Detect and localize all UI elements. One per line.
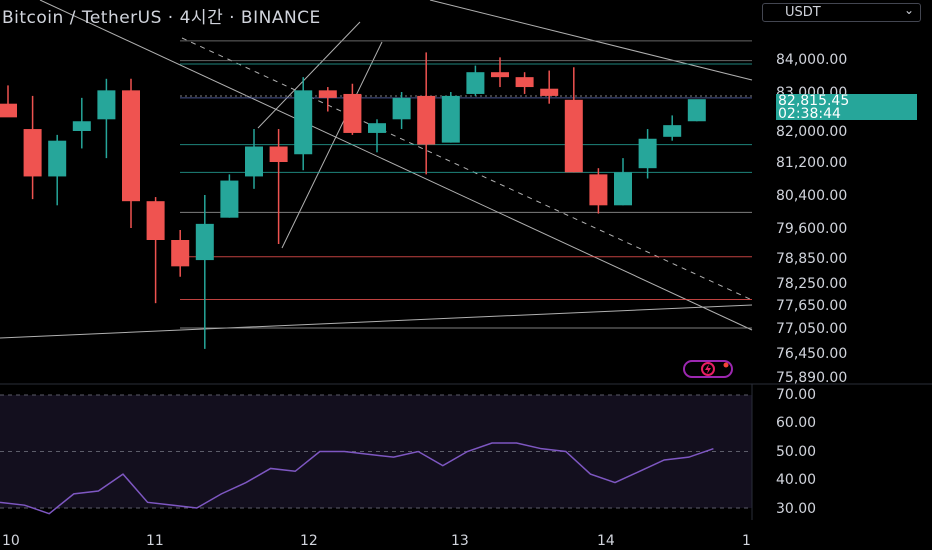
candle-body	[0, 103, 17, 118]
currency-button[interactable]: USDT ⌄	[762, 3, 921, 22]
trendline	[257, 21, 361, 129]
candle-body	[638, 138, 657, 169]
y-tick-label: 77,050.00	[776, 321, 847, 337]
candle-body	[245, 146, 263, 177]
candle-body	[23, 129, 42, 177]
last-price-tag: 82,815.45 02:38:44	[776, 93, 917, 122]
x-tick-label: 14	[597, 533, 615, 549]
y-tick-label: 77,650.00	[776, 298, 847, 314]
x-tick-label: 10	[2, 533, 20, 549]
currency-label: USDT	[785, 5, 821, 20]
candle-body	[122, 90, 140, 202]
y-tick-label: 78,850.00	[776, 251, 847, 267]
candle-body	[614, 172, 632, 206]
rsi-y-tick-label: 50.00	[776, 444, 816, 460]
candle-body	[146, 201, 165, 240]
last-price-value: 82,815.45	[778, 93, 850, 109]
candle-body	[368, 123, 386, 133]
candle-body	[441, 95, 460, 143]
candle-body	[294, 90, 313, 155]
rsi-y-tick-label: 40.00	[776, 472, 816, 488]
trendline	[0, 304, 753, 339]
y-tick-label: 78,250.00	[776, 276, 847, 292]
candle-body	[417, 95, 436, 145]
rsi-y-tick-label: 30.00	[776, 501, 816, 517]
rsi-y-tick-label: 70.00	[776, 387, 816, 403]
candle-body	[540, 88, 559, 96]
candle-body	[72, 121, 91, 131]
y-tick-label: 81,200.00	[776, 155, 847, 171]
candle-body	[515, 77, 534, 88]
candle-body	[195, 223, 214, 261]
candle-body	[466, 72, 485, 94]
candle-body	[171, 240, 190, 267]
y-tick-label: 75,890.00	[776, 370, 847, 386]
candle-body	[564, 99, 583, 173]
candle-body	[687, 99, 706, 122]
bar-countdown: 02:38:44	[778, 106, 841, 122]
candle-body	[220, 180, 239, 218]
y-tick-label: 84,000.00	[776, 52, 847, 68]
chevron-down-icon: ⌄	[903, 3, 914, 17]
x-tick-label: 11	[146, 533, 164, 549]
x-tick-label: 12	[300, 533, 318, 549]
y-tick-label: 80,400.00	[776, 188, 847, 204]
candle-body	[392, 97, 411, 120]
y-tick-label: 76,450.00	[776, 346, 847, 362]
candle-body	[48, 140, 67, 177]
candle-body	[589, 174, 608, 206]
x-tick-label: 13	[451, 533, 469, 549]
candle-body	[269, 146, 288, 162]
rsi-line	[0, 442, 714, 515]
lightning-logo-icon[interactable]	[683, 360, 733, 378]
y-tick-label: 79,600.00	[776, 221, 847, 237]
chart-title: Bitcoin / TetherUS · 4시간 · BINANCE	[2, 8, 321, 28]
y-tick-label: 82,000.00	[776, 124, 847, 140]
candle-body	[343, 93, 362, 133]
trendline	[429, 0, 753, 81]
candle-body	[491, 72, 509, 78]
rsi-y-tick-label: 60.00	[776, 415, 816, 431]
candle-body	[318, 90, 337, 98]
candle-body	[97, 90, 116, 120]
x-tick-label: 1	[742, 533, 751, 549]
trendline	[39, 0, 753, 331]
candle-body	[663, 125, 682, 137]
